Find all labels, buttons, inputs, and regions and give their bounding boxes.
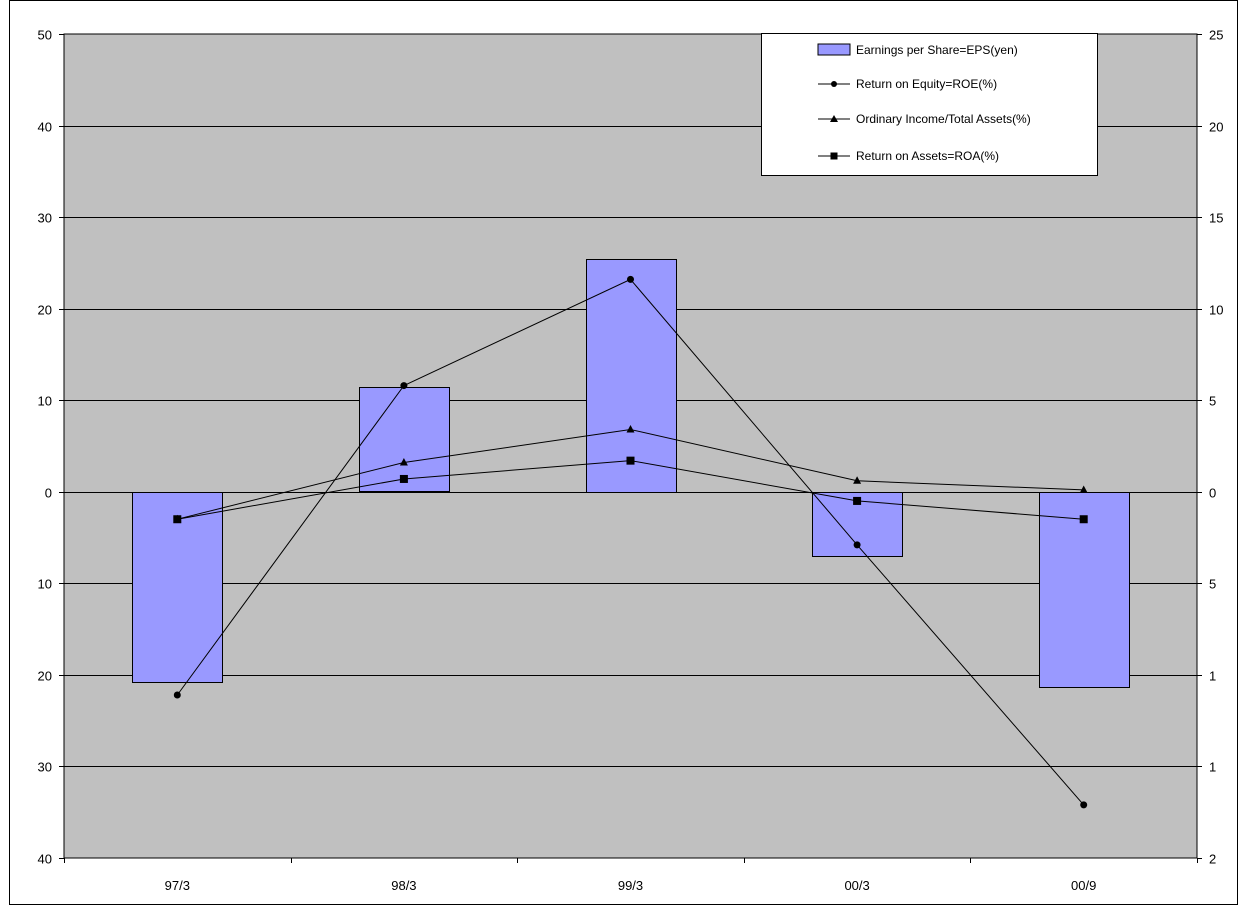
left-tick-label: 20 (38, 303, 52, 318)
legend-marker-roe (831, 81, 837, 87)
right-tick-label: 15 (1209, 211, 1223, 226)
left-tick-label: 40 (38, 852, 52, 867)
right-tick-label: 10 (1209, 303, 1223, 318)
roe-point (853, 541, 861, 549)
right-tick-label: 2 (1209, 852, 1216, 867)
eps-bar (1039, 492, 1130, 688)
roe-point (173, 691, 181, 699)
legend-swatch-eps (817, 43, 851, 56)
left-axis: 50 40 30 20 10 0 10 20 30 40 (38, 28, 64, 867)
legend-label-eps: Earnings per Share=EPS(yen) (856, 43, 1018, 57)
x-tick-label: 98/3 (391, 878, 416, 893)
legend-marker-roa (830, 152, 838, 160)
ordinary-income-point (853, 476, 862, 484)
ordinary-income-point (626, 425, 635, 433)
left-tick-label: 50 (38, 28, 52, 43)
x-tick-label: 99/3 (618, 878, 643, 893)
roe-point (400, 382, 408, 390)
right-tick-label: 0 (1209, 486, 1216, 501)
roa-point (399, 474, 408, 483)
left-tick-label: 40 (38, 120, 52, 135)
roe-point (1080, 801, 1088, 809)
left-tick-label: 10 (38, 394, 52, 409)
roa-point (853, 496, 862, 505)
x-axis: 97/3 98/3 99/3 00/3 00/9 (64, 858, 1198, 893)
roa-point (173, 515, 182, 524)
ordinary-income-point (1079, 485, 1088, 493)
eps-bar (132, 492, 223, 683)
right-tick-label: 1 (1209, 760, 1216, 775)
line-series (173, 275, 1088, 809)
roa-point (626, 456, 635, 465)
x-tick-label: 97/3 (165, 878, 190, 893)
legend-label-roa: Return on Assets=ROA(%) (856, 149, 999, 163)
left-tick-label: 20 (38, 669, 52, 684)
bar-series (132, 259, 1130, 688)
legend-marker-ordinary-income (830, 115, 838, 122)
right-tick-label: 5 (1209, 577, 1216, 592)
eps-bar (359, 387, 450, 492)
x-tick-label: 00/9 (1071, 878, 1096, 893)
eps-bar (586, 259, 677, 493)
roe-point (627, 275, 634, 283)
left-tick-label: 0 (45, 486, 52, 501)
left-tick-label: 30 (38, 760, 52, 775)
ordinary-income-point (399, 457, 408, 466)
legend-label-roe: Return on Equity=ROE(%) (856, 77, 997, 91)
right-tick-label: 5 (1209, 394, 1216, 409)
left-tick-label: 10 (38, 577, 52, 592)
right-tick-label: 1 (1209, 669, 1216, 684)
legend-box (761, 33, 1098, 176)
left-tick-label: 30 (38, 211, 52, 226)
roa-point (1079, 515, 1088, 524)
legend: Earnings per Share=EPS(yen) Return on Eq… (761, 33, 1098, 176)
right-axis: 25 20 15 10 5 0 5 1 1 2 (1197, 28, 1223, 867)
right-tick-label: 25 (1209, 28, 1223, 43)
x-tick-label: 00/3 (844, 878, 869, 893)
right-tick-label: 20 (1209, 120, 1223, 135)
legend-label-ordinary-income: Ordinary Income/Total Assets(%) (856, 112, 1031, 126)
